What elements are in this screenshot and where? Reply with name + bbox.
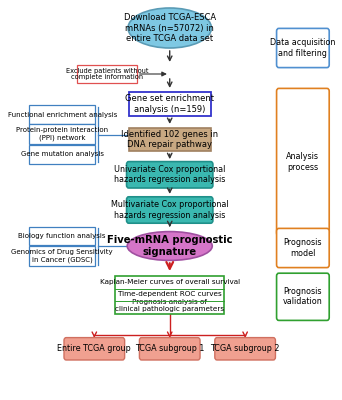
Bar — [29, 145, 95, 164]
Text: Data acquisition
and filtering: Data acquisition and filtering — [270, 38, 336, 58]
Bar — [115, 276, 224, 314]
FancyBboxPatch shape — [215, 338, 275, 360]
Ellipse shape — [128, 8, 211, 48]
FancyBboxPatch shape — [277, 88, 329, 236]
FancyBboxPatch shape — [127, 162, 213, 188]
Text: Five-mRNA prognostic
signature: Five-mRNA prognostic signature — [107, 235, 233, 257]
FancyBboxPatch shape — [64, 338, 124, 360]
Text: Prognosis
model: Prognosis model — [284, 238, 322, 258]
FancyBboxPatch shape — [277, 28, 329, 68]
Bar — [129, 92, 211, 116]
Text: Download TCGA-ESCA
mRNAs (n=57072) in
entire TCGA data set: Download TCGA-ESCA mRNAs (n=57072) in en… — [124, 13, 216, 43]
Text: Gene mutation analysis: Gene mutation analysis — [21, 151, 104, 157]
Text: Functional enrichment analysis: Functional enrichment analysis — [8, 112, 117, 118]
FancyBboxPatch shape — [277, 228, 329, 268]
FancyBboxPatch shape — [140, 338, 200, 360]
Text: Prognosis analysis of
clinical pathologic parameters: Prognosis analysis of clinical pathologi… — [115, 299, 224, 312]
Text: Protein-protein interaction
(PPI) network: Protein-protein interaction (PPI) networ… — [16, 127, 108, 141]
Text: Entire TCGA group: Entire TCGA group — [57, 344, 131, 353]
Text: Analysis
process: Analysis process — [286, 152, 319, 172]
Bar — [29, 246, 95, 266]
FancyBboxPatch shape — [127, 197, 213, 223]
Bar — [29, 105, 95, 124]
Text: Biology function analysis: Biology function analysis — [18, 233, 106, 239]
Text: Identified 102 genes in
DNA repair pathway: Identified 102 genes in DNA repair pathw… — [121, 130, 218, 149]
Text: Gene set enrichment
analysis (n=159): Gene set enrichment analysis (n=159) — [125, 94, 214, 114]
FancyBboxPatch shape — [277, 273, 329, 320]
Text: Exclude patients without
complete information: Exclude patients without complete inform… — [66, 68, 148, 80]
Text: Kaplan-Meier curves of overall survival: Kaplan-Meier curves of overall survival — [100, 279, 240, 285]
Text: Multivariate Cox proportional
hazards regression analysis: Multivariate Cox proportional hazards re… — [111, 200, 228, 220]
Text: TCGA subgroup 1: TCGA subgroup 1 — [135, 344, 205, 353]
Text: Univariate Cox proportional
hazards regression analysis: Univariate Cox proportional hazards regr… — [114, 165, 225, 184]
Bar — [29, 124, 95, 144]
Text: TCGA subgroup 2: TCGA subgroup 2 — [210, 344, 280, 353]
Bar — [129, 128, 211, 151]
Bar — [78, 65, 137, 83]
Text: Prognosis
validation: Prognosis validation — [283, 287, 323, 306]
Bar — [29, 227, 95, 245]
Text: Time-dependent ROC curves: Time-dependent ROC curves — [118, 291, 222, 297]
Ellipse shape — [127, 232, 212, 260]
Text: Genomics of Drug Sensitivity
in Cancer (GDSC): Genomics of Drug Sensitivity in Cancer (… — [11, 249, 113, 263]
